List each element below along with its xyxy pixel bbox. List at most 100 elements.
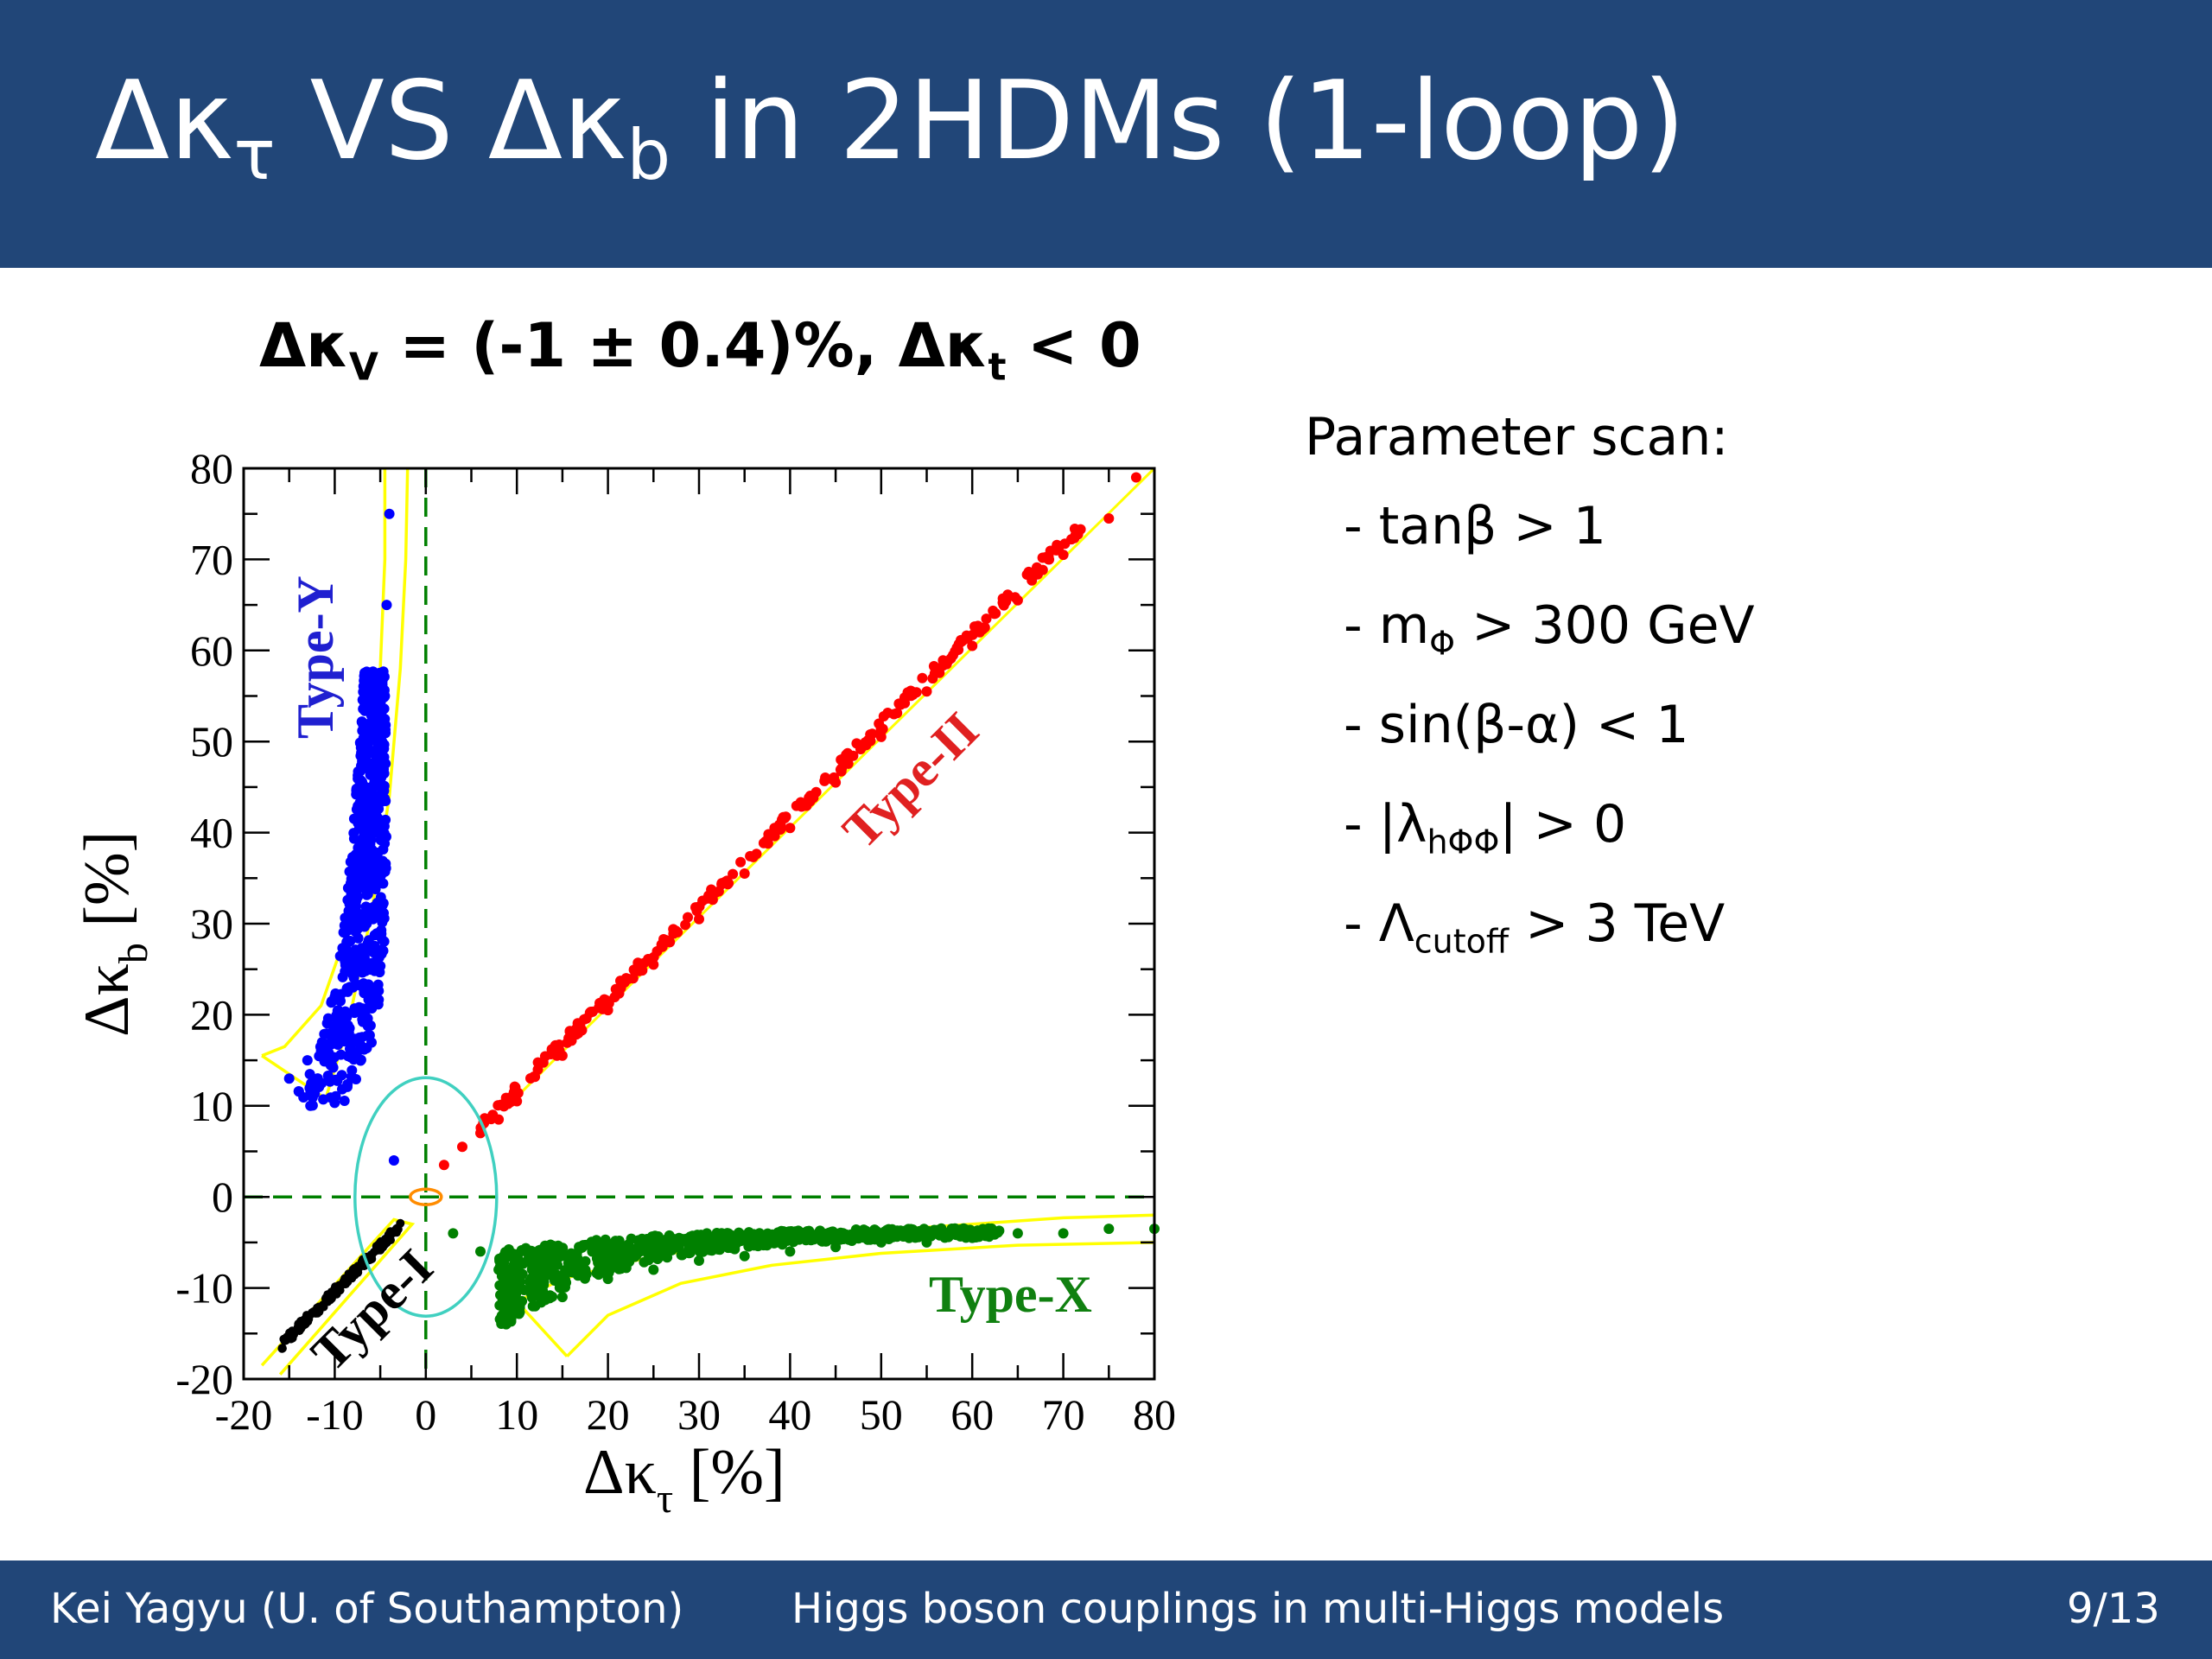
x-tick-label: 70 — [1042, 1390, 1085, 1439]
type-x-point — [850, 1224, 861, 1235]
type-ii-point — [721, 875, 733, 887]
type-x-point — [614, 1262, 626, 1274]
type-i-point — [277, 1344, 287, 1353]
type-x-point — [535, 1264, 546, 1274]
type-i-point — [372, 1245, 381, 1255]
y-tick-label: 40 — [190, 809, 233, 857]
type-x-point — [739, 1250, 750, 1262]
type-y-point — [388, 1155, 399, 1166]
type-y-point — [338, 1009, 349, 1020]
scan-sub: Φ — [1429, 624, 1456, 663]
type-x-point — [475, 1246, 486, 1257]
type-y-point — [329, 1027, 340, 1039]
type-ii-point — [691, 906, 702, 917]
type-y-point — [381, 600, 392, 611]
plot-title-part: < 0 — [1006, 310, 1141, 381]
type-y-point — [357, 1003, 368, 1014]
type-x-point — [1012, 1228, 1023, 1239]
x-axis-label: Δκτ [%] — [583, 1437, 785, 1522]
type-y-point — [355, 855, 366, 865]
type-x-point — [448, 1228, 459, 1239]
type-ii-point — [1103, 513, 1115, 524]
scan-text: - Λ — [1344, 893, 1414, 954]
scan-item: - |λhΦΦ| > 0 — [1305, 775, 1755, 874]
type-x-point — [893, 1226, 905, 1237]
y-axis-label: Δκb [%] — [72, 831, 156, 1037]
type-y-point — [351, 900, 361, 912]
type-y-point — [304, 1069, 315, 1080]
series-label-type-y: Type-Y — [287, 575, 344, 739]
type-y-point — [384, 508, 395, 519]
x-tick-label: 30 — [677, 1390, 721, 1439]
title-sub: b — [626, 115, 671, 195]
type-x-point — [921, 1236, 932, 1248]
type-x-region — [515, 1300, 569, 1357]
y-tick-label: 50 — [190, 717, 233, 766]
axes: -20 -10 0 10 20 30 40 50 60 70 80 -20 -10 0 10 20 30 40 50… — [175, 444, 1176, 1439]
type-x-point — [967, 1232, 978, 1243]
type-x-point — [989, 1227, 1001, 1238]
type-y-point — [362, 1020, 373, 1032]
type-x-point — [545, 1239, 556, 1250]
type-ii-point — [878, 711, 889, 721]
plot-title: ΔκV = (-1 ± 0.4)%, Δκt < 0 — [259, 302, 1141, 389]
type-ii-point — [529, 1071, 539, 1082]
type-ii-point — [800, 800, 811, 811]
type-y-point — [335, 988, 346, 1000]
plot-title-sub: V — [348, 345, 378, 390]
type-y-point — [358, 686, 369, 697]
y-tick-label: 70 — [190, 535, 233, 583]
type-i-point — [334, 1281, 344, 1290]
type-ii-point — [475, 1128, 486, 1139]
type-ii-point — [610, 983, 621, 995]
y-tick-label: 0 — [212, 1173, 233, 1221]
type-x-point — [526, 1288, 537, 1300]
type-ii-point — [1012, 594, 1023, 606]
type-ii-point — [917, 672, 928, 683]
type-y-point — [337, 971, 348, 982]
type-x-point — [560, 1274, 570, 1285]
type-y-point — [314, 1082, 325, 1092]
type-x-point — [691, 1242, 702, 1253]
plot-title-part: = (-1 ± 0.4)%, Δκ — [378, 310, 988, 381]
type-x-point — [773, 1230, 785, 1241]
type-y-point — [354, 785, 365, 797]
type-ii-point — [1044, 554, 1055, 565]
type-x-point — [574, 1257, 585, 1268]
type-y-point — [358, 944, 369, 955]
type-ii-region — [480, 468, 1154, 478]
type-y-point — [371, 798, 382, 810]
type-y-point — [365, 766, 376, 778]
type-ii-point — [657, 941, 668, 952]
type-ii-point — [1069, 524, 1080, 534]
type-ii-point — [804, 792, 815, 804]
type-y-point — [359, 985, 370, 996]
type-ii-point — [841, 753, 852, 764]
footer-author: Kei Yagyu (U. of Southampton) — [50, 1585, 684, 1633]
type-y-point — [365, 688, 377, 699]
type-y-point — [365, 810, 376, 822]
scan-item: - tanβ > 1 — [1305, 477, 1755, 576]
type-ii-point — [512, 1096, 523, 1107]
type-x-point — [606, 1251, 617, 1262]
type-x-point — [861, 1225, 872, 1236]
type-y-point — [363, 935, 374, 946]
type-y-point — [334, 950, 346, 962]
type-ii-point — [1058, 550, 1069, 561]
scan-item: - Λcutoff > 3 TeV — [1305, 874, 1755, 974]
scan-text: | > 0 — [1499, 794, 1627, 855]
title-part: Δκ — [95, 57, 234, 184]
type-ii-point — [668, 924, 679, 935]
type-y-point — [305, 1100, 316, 1111]
type-y-point — [372, 722, 384, 733]
type-y-point — [333, 1039, 344, 1050]
type-i-point — [342, 1276, 352, 1286]
type-i-point — [376, 1239, 385, 1248]
type-x-point — [587, 1246, 598, 1257]
type-x-point — [607, 1238, 618, 1249]
type-x-point — [634, 1246, 645, 1257]
slide-title: Δκτ VS Δκb in 2HDMs (1-loop) — [95, 35, 1686, 207]
type-x-point — [704, 1243, 715, 1254]
type-y-point — [346, 950, 357, 962]
type-y-point — [362, 745, 373, 756]
